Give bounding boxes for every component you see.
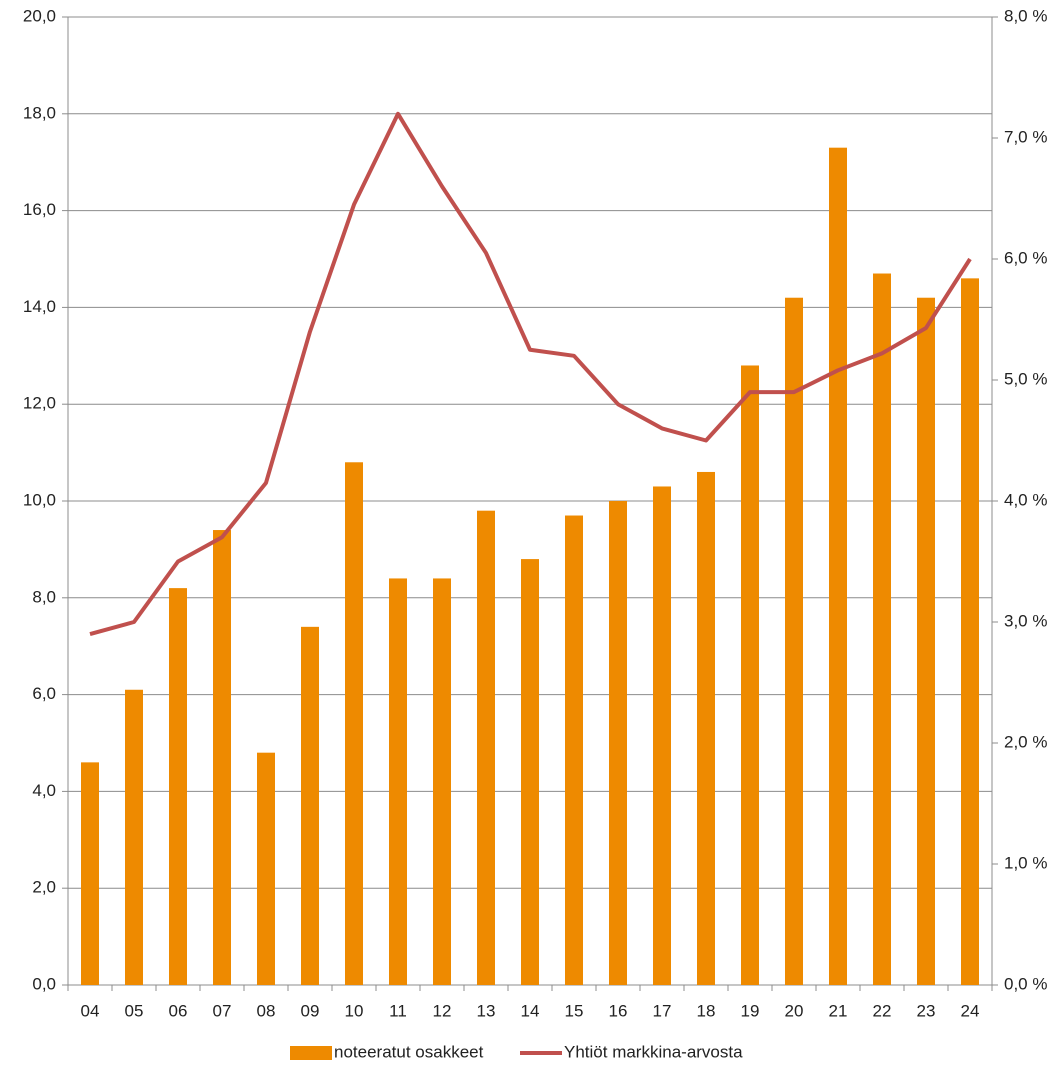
x-tick-label: 22 — [873, 1001, 892, 1020]
y-tick-label: 12,0 — [23, 394, 56, 413]
x-tick-label: 04 — [81, 1001, 100, 1020]
legend-label: Yhtiöt markkina-arvosta — [564, 1042, 743, 1061]
bar — [785, 297, 803, 986]
y2-tick-label: 0,0 % — [1004, 974, 1047, 993]
bar — [829, 147, 847, 985]
x-tick-label: 18 — [697, 1001, 716, 1020]
x-tick-label: 10 — [345, 1001, 364, 1020]
x-tick-label: 11 — [389, 1001, 407, 1020]
x-tick-label: 13 — [477, 1001, 496, 1020]
bar — [345, 462, 363, 985]
y2-tick-label: 6,0 % — [1004, 248, 1047, 267]
bar — [609, 501, 627, 985]
bar — [213, 530, 231, 985]
y2-tick-label: 7,0 % — [1004, 127, 1047, 146]
legend-label: noteeratut osakkeet — [334, 1042, 484, 1061]
x-tick-label: 15 — [565, 1001, 584, 1020]
x-tick-label: 16 — [609, 1001, 628, 1020]
bar — [741, 365, 759, 986]
y-tick-label: 2,0 — [32, 878, 56, 897]
bar — [653, 486, 671, 985]
y2-tick-label: 4,0 % — [1004, 490, 1047, 509]
y-tick-label: 16,0 — [23, 200, 56, 219]
y2-tick-label: 3,0 % — [1004, 611, 1047, 630]
y-tick-label: 20,0 — [23, 6, 56, 25]
x-tick-label: 12 — [433, 1001, 452, 1020]
x-tick-label: 07 — [213, 1001, 232, 1020]
bar — [389, 578, 407, 985]
y-tick-label: 4,0 — [32, 781, 56, 800]
y-tick-label: 18,0 — [23, 103, 56, 122]
x-tick-label: 20 — [785, 1001, 804, 1020]
bar — [565, 515, 583, 985]
bar — [521, 559, 539, 985]
x-tick-label: 05 — [125, 1001, 144, 1020]
bar — [81, 762, 99, 985]
x-tick-label: 19 — [741, 1001, 760, 1020]
y-tick-label: 10,0 — [23, 490, 56, 509]
y2-tick-label: 5,0 % — [1004, 369, 1047, 388]
x-tick-label: 21 — [829, 1001, 848, 1020]
bar — [961, 278, 979, 985]
bar — [125, 689, 143, 985]
y2-tick-label: 8,0 % — [1004, 6, 1047, 25]
y2-tick-label: 1,0 % — [1004, 853, 1047, 872]
x-tick-label: 08 — [257, 1001, 276, 1020]
y2-tick-label: 2,0 % — [1004, 732, 1047, 751]
x-tick-label: 24 — [961, 1001, 980, 1020]
y-tick-label: 0,0 — [32, 974, 56, 993]
x-tick-label: 06 — [169, 1001, 188, 1020]
line — [89, 111, 972, 637]
bar — [697, 471, 715, 986]
bar — [301, 626, 319, 985]
y-tick-label: 14,0 — [23, 297, 56, 316]
bar — [257, 752, 275, 985]
x-tick-label: 09 — [301, 1001, 320, 1020]
legend-swatch — [290, 1046, 332, 1060]
y-tick-label: 6,0 — [32, 684, 56, 703]
bar — [169, 588, 187, 985]
x-tick-label: 23 — [917, 1001, 936, 1020]
x-tick-label: 17 — [653, 1001, 672, 1020]
bar — [917, 297, 935, 986]
bar — [873, 273, 891, 985]
y-tick-label: 8,0 — [32, 587, 56, 606]
bar — [433, 578, 451, 985]
bar — [477, 510, 495, 985]
x-tick-label: 14 — [521, 1001, 540, 1020]
